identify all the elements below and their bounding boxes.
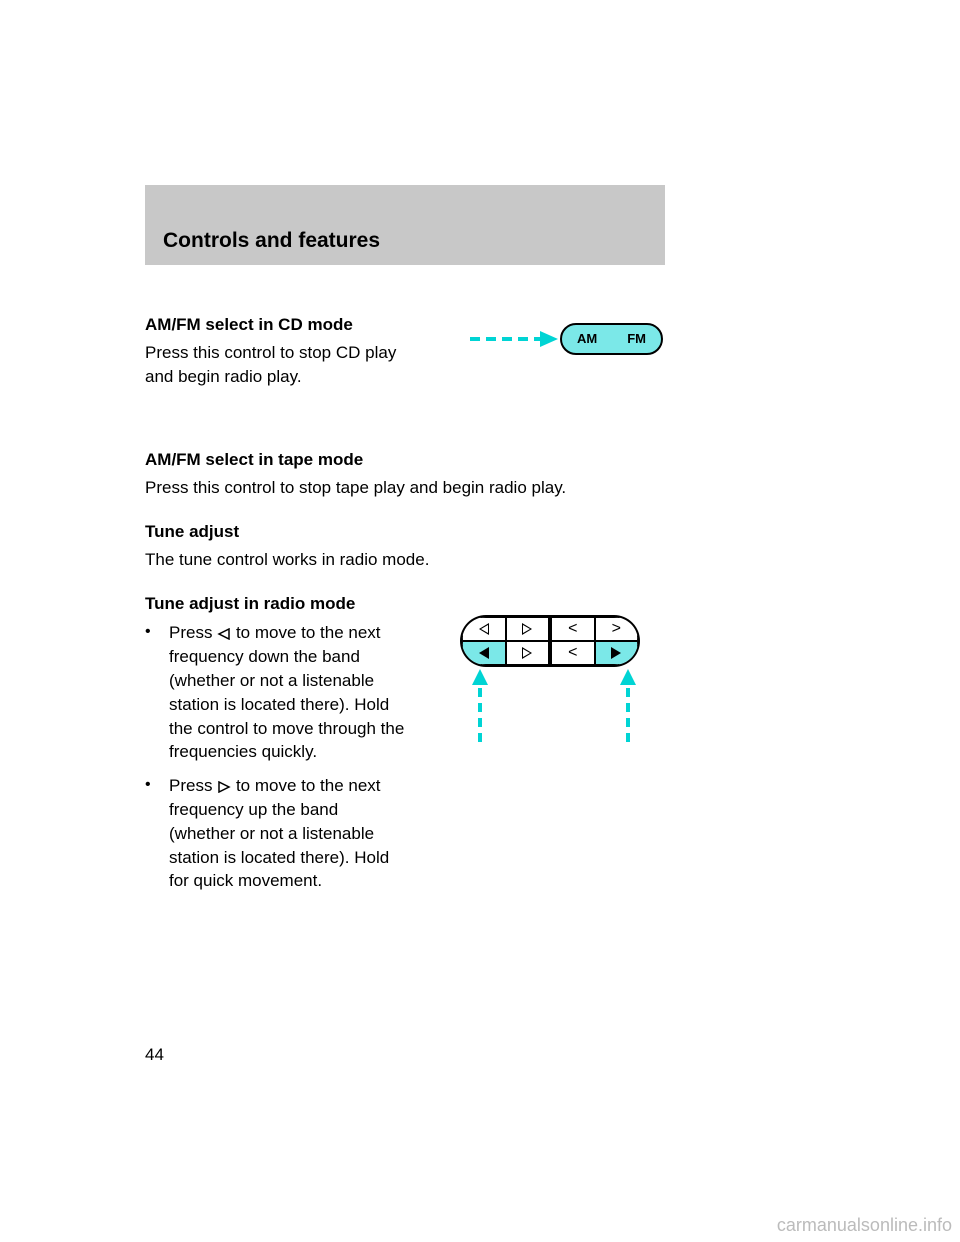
seek-down-chevron-icon: < (551, 617, 595, 641)
page-content: AM FM AM/FM select in CD mode Press this… (145, 265, 815, 893)
page-number: 44 (145, 1045, 164, 1065)
tune-capsule-left (460, 615, 550, 667)
seek-up-chevron-icon: > (595, 617, 639, 641)
am-fm-button: AM FM (560, 323, 663, 355)
am-label: AM (577, 330, 597, 348)
tune-capsule-right: < > < (550, 615, 640, 667)
pointer-arrows-icon (450, 667, 650, 747)
bullet-item: • Press to move to the next frequency do… (145, 621, 405, 764)
manual-page: Controls and features AM FM AM/FM select… (145, 185, 815, 903)
section-heading: AM/FM select in tape mode (145, 448, 815, 472)
body-text: The tune control works in radio mode. (145, 548, 815, 572)
body-text: Press this control to stop tape play and… (145, 476, 815, 500)
section-heading: Tune adjust (145, 520, 815, 544)
bullet-dot-icon: • (145, 774, 169, 796)
tune-up-active-icon (595, 641, 639, 665)
watermark: carmanualsonline.info (777, 1215, 952, 1236)
bullet-item: • Press to move to the next frequency up… (145, 774, 405, 893)
tune-down-chevron-icon: < (551, 641, 595, 665)
tune-down-active-icon (462, 641, 506, 665)
body-text: Press this control to stop CD play and b… (145, 341, 405, 389)
bullet-text: Press to move to the next frequency down… (169, 621, 405, 764)
bullet-dot-icon: • (145, 621, 169, 643)
section-header: Controls and features (145, 185, 665, 265)
bullet-text: Press to move to the next frequency up t… (169, 774, 405, 893)
page-title: Controls and features (163, 229, 380, 253)
subsection-heading: Tune adjust in radio mode (145, 592, 815, 616)
seek-down-icon (462, 617, 506, 641)
tune-up-icon (506, 641, 550, 665)
pointer-arrow-icon (470, 327, 560, 351)
tune-control-figure: < > < (460, 615, 660, 667)
seek-up-icon (506, 617, 550, 641)
triangle-left-icon (217, 628, 231, 640)
fm-label: FM (627, 330, 646, 348)
triangle-right-icon (217, 781, 231, 793)
